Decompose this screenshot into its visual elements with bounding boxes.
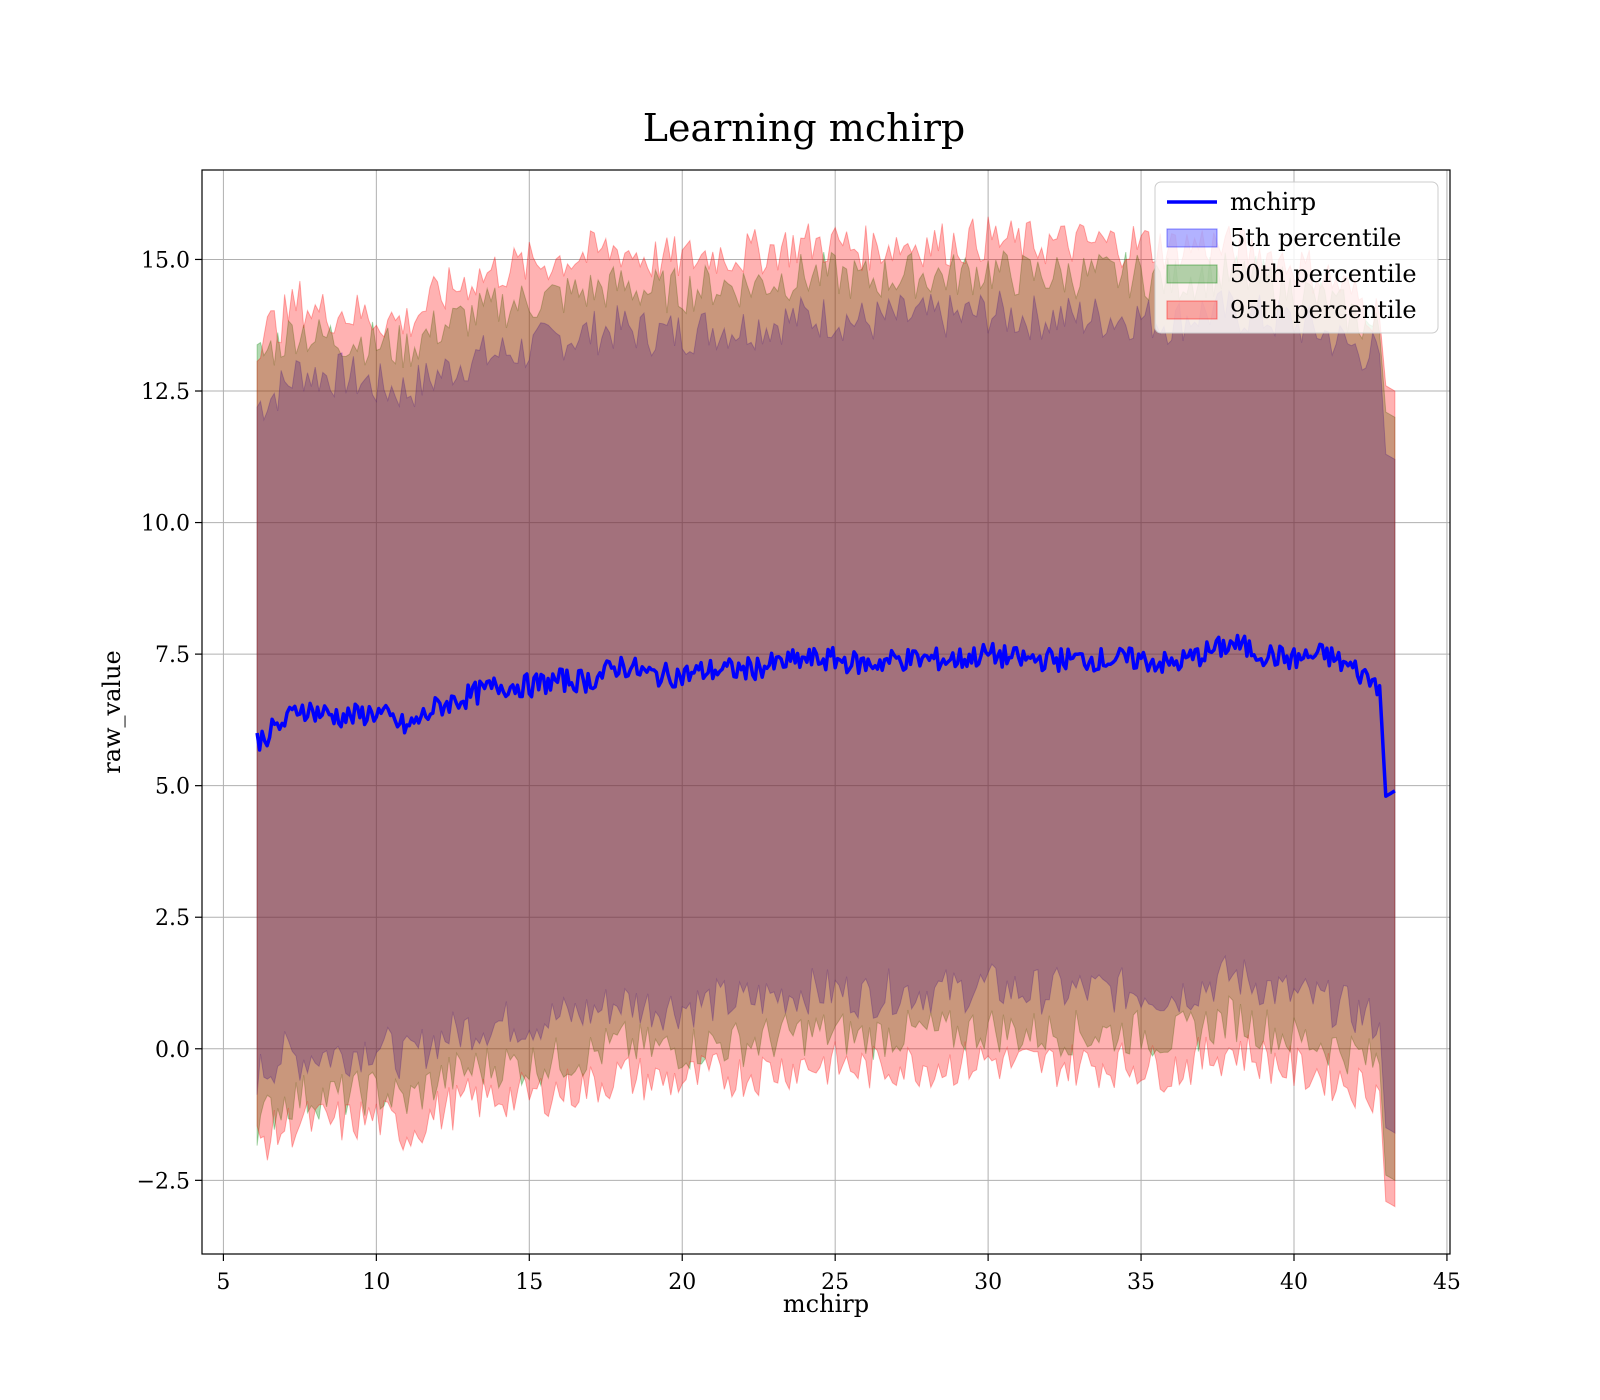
y-tick-label-7: 15.0 [141,248,190,273]
x-tick-label-6: 35 [1127,1270,1155,1295]
y-tick-label-3: 5.0 [155,775,190,800]
y-tick-label-6: 12.5 [141,380,190,405]
legend: mchirp 5th percentile 50th percentile 95th … [1154,181,1439,334]
legend-label-3: 95th percentile [1230,296,1417,324]
y-tick-label-2: 2.5 [155,906,190,931]
x-tick-label-8: 45 [1433,1270,1461,1295]
ticks: 5 10 15 20 25 30 35 40 45 −2.5 0.0 2.5 5.0 7.5 10.0 12.… [137,248,1461,1295]
legend-label-0: mchirp [1230,188,1316,216]
legend-box [1154,181,1439,334]
y-tick-label-1: 0.0 [155,1038,190,1063]
y-tick-label-0: −2.5 [137,1169,190,1194]
y-axis-label: raw_value [98,650,126,774]
y-tick-label-4: 7.5 [155,643,190,668]
plot-frame [201,169,1451,1255]
legend-swatch-1 [1166,228,1218,248]
legend-swatch-2 [1166,264,1218,284]
x-tick-label-5: 30 [974,1270,1002,1295]
band-1 [256,250,1396,1182]
x-tick-label-1: 10 [362,1270,390,1295]
legend-label-2: 50th percentile [1230,260,1417,288]
band-2 [256,216,1396,1208]
mchirp-line [255,633,1396,798]
x-tick-label-2: 15 [515,1270,543,1295]
legend-label-1: 5th percentile [1230,224,1401,252]
x-axis-label: mchirp [783,1290,869,1318]
mchirp-line-layer [255,633,1396,798]
chart-title: Learning mchirp [643,106,965,150]
x-tick-label-7: 40 [1280,1270,1308,1295]
legend-swatch-3 [1166,300,1218,320]
band-0 [256,289,1396,1134]
y-tick-label-5: 10.0 [141,512,190,537]
percentile-bands [256,216,1396,1208]
x-tick-label-0: 5 [216,1270,230,1295]
x-tick-label-4: 25 [821,1270,849,1295]
x-tick-label-3: 20 [668,1270,696,1295]
